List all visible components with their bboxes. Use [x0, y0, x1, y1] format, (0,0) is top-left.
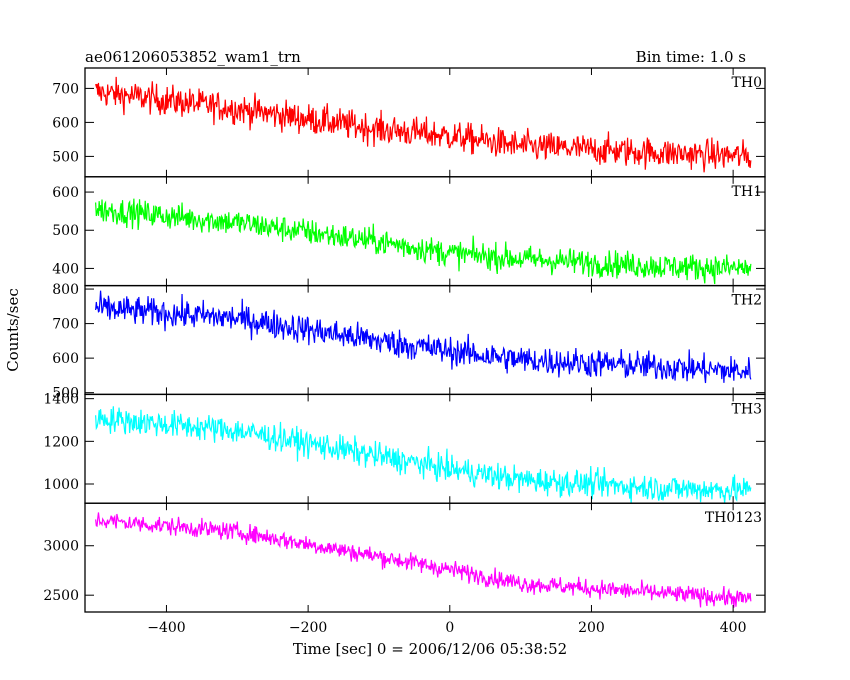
y-tick-label: 600: [52, 115, 79, 131]
y-tick-label: 1400: [43, 392, 79, 408]
series-line-th3: [95, 406, 752, 504]
y-tick-label: 600: [52, 185, 79, 201]
y-tick-label: 1000: [43, 477, 79, 493]
panel-frame: [84, 502, 766, 613]
y-tick-label: 700: [52, 81, 79, 97]
y-tick-label: 500: [52, 149, 79, 165]
x-tick-label: 0: [445, 620, 454, 636]
panel-th3: 1000 1200 1400 TH3: [43, 392, 766, 504]
x-axis-label: Time [sec] 0 = 2006/12/06 05:38:52: [293, 640, 567, 658]
x-tick-label: −200: [289, 620, 327, 636]
series-line-th2: [95, 290, 752, 384]
y-axis-label: Counts/sec: [4, 288, 22, 372]
y-tick-label: 500: [52, 386, 79, 402]
panel-th1: 400 500 600 TH1: [52, 176, 766, 287]
y-tick-label: 2500: [43, 588, 79, 604]
y-tick-label: 800: [52, 282, 79, 298]
panel-label: TH2: [732, 293, 762, 309]
panel-label: TH0123: [705, 510, 762, 526]
panel-frame: [84, 393, 766, 504]
chart-title: ae061206053852_wam1_trn: [85, 48, 301, 66]
y-tick-label: 700: [52, 317, 79, 333]
panel-th0: 500 600 700 TH0: [52, 67, 766, 178]
panels-group: 500 600 700 TH0 400 500 600 TH1 500 600 700 800 TH2 1…: [43, 67, 766, 636]
y-tick-label: 3000: [43, 539, 79, 555]
panel-th0123: 2500 3000 TH0123: [43, 502, 766, 613]
bin-time-label: Bin time: 1.0 s: [636, 48, 746, 66]
panel-th2: 500 600 700 800 TH2: [52, 282, 766, 402]
series-line-th1: [95, 198, 752, 285]
series-line-th0123: [95, 512, 752, 608]
panel-label: TH1: [732, 184, 762, 200]
x-tick-label: 200: [578, 620, 605, 636]
y-tick-label: 1200: [43, 434, 79, 450]
y-tick-label: 500: [52, 223, 79, 239]
y-tick-label: 600: [52, 351, 79, 367]
panel-label: TH3: [732, 401, 762, 417]
series-line-th0: [95, 76, 752, 173]
x-tick-label: −400: [147, 620, 185, 636]
panel-label: TH0: [732, 75, 762, 91]
x-tick-label: 400: [720, 620, 747, 636]
y-tick-label: 400: [52, 261, 79, 277]
panel-frame: [84, 176, 766, 287]
